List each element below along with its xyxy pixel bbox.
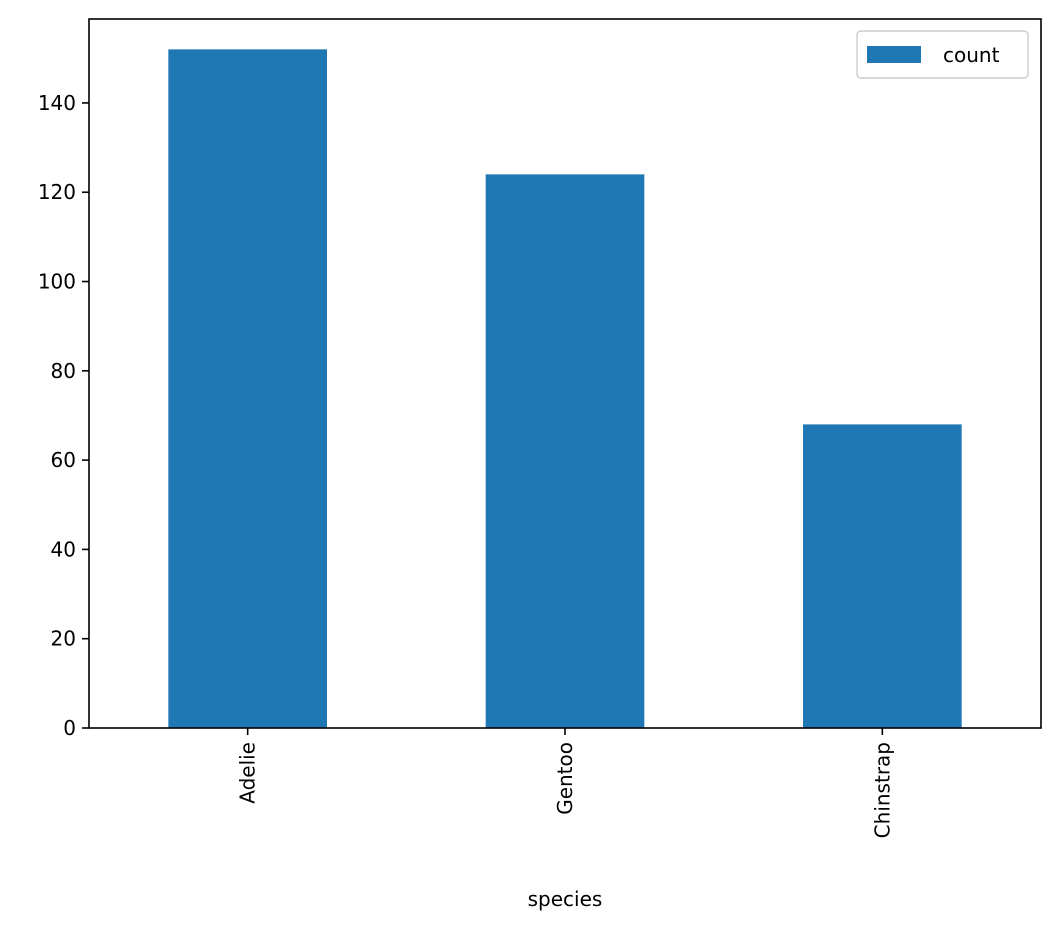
x-tick-label-adelie: Adelie xyxy=(236,742,260,804)
y-tick-label: 80 xyxy=(51,359,76,383)
x-axis-label: species xyxy=(528,887,603,911)
bar-adelie xyxy=(168,49,327,728)
legend-label-count: count xyxy=(943,43,1000,67)
legend: count xyxy=(856,30,1029,79)
y-tick-label: 120 xyxy=(38,180,76,204)
legend-box xyxy=(856,30,1029,79)
bars-group xyxy=(168,49,962,728)
y-tick-label: 0 xyxy=(63,716,76,740)
y-tick-label: 100 xyxy=(38,270,76,294)
x-tick-label-gentoo: Gentoo xyxy=(553,742,577,815)
bar-chinstrap xyxy=(803,424,962,728)
y-axis-ticks: 0 20 40 60 80 100 120 140 xyxy=(38,91,89,740)
y-tick-label: 60 xyxy=(51,448,76,472)
bar-gentoo xyxy=(485,174,645,728)
x-tick-label-chinstrap: Chinstrap xyxy=(870,742,894,838)
y-tick-label: 20 xyxy=(51,627,76,651)
x-axis-ticks: Adelie Gentoo Chinstrap xyxy=(236,728,894,838)
y-tick-label: 40 xyxy=(51,537,76,561)
y-tick-label: 140 xyxy=(38,91,76,115)
legend-swatch-count xyxy=(867,46,921,63)
